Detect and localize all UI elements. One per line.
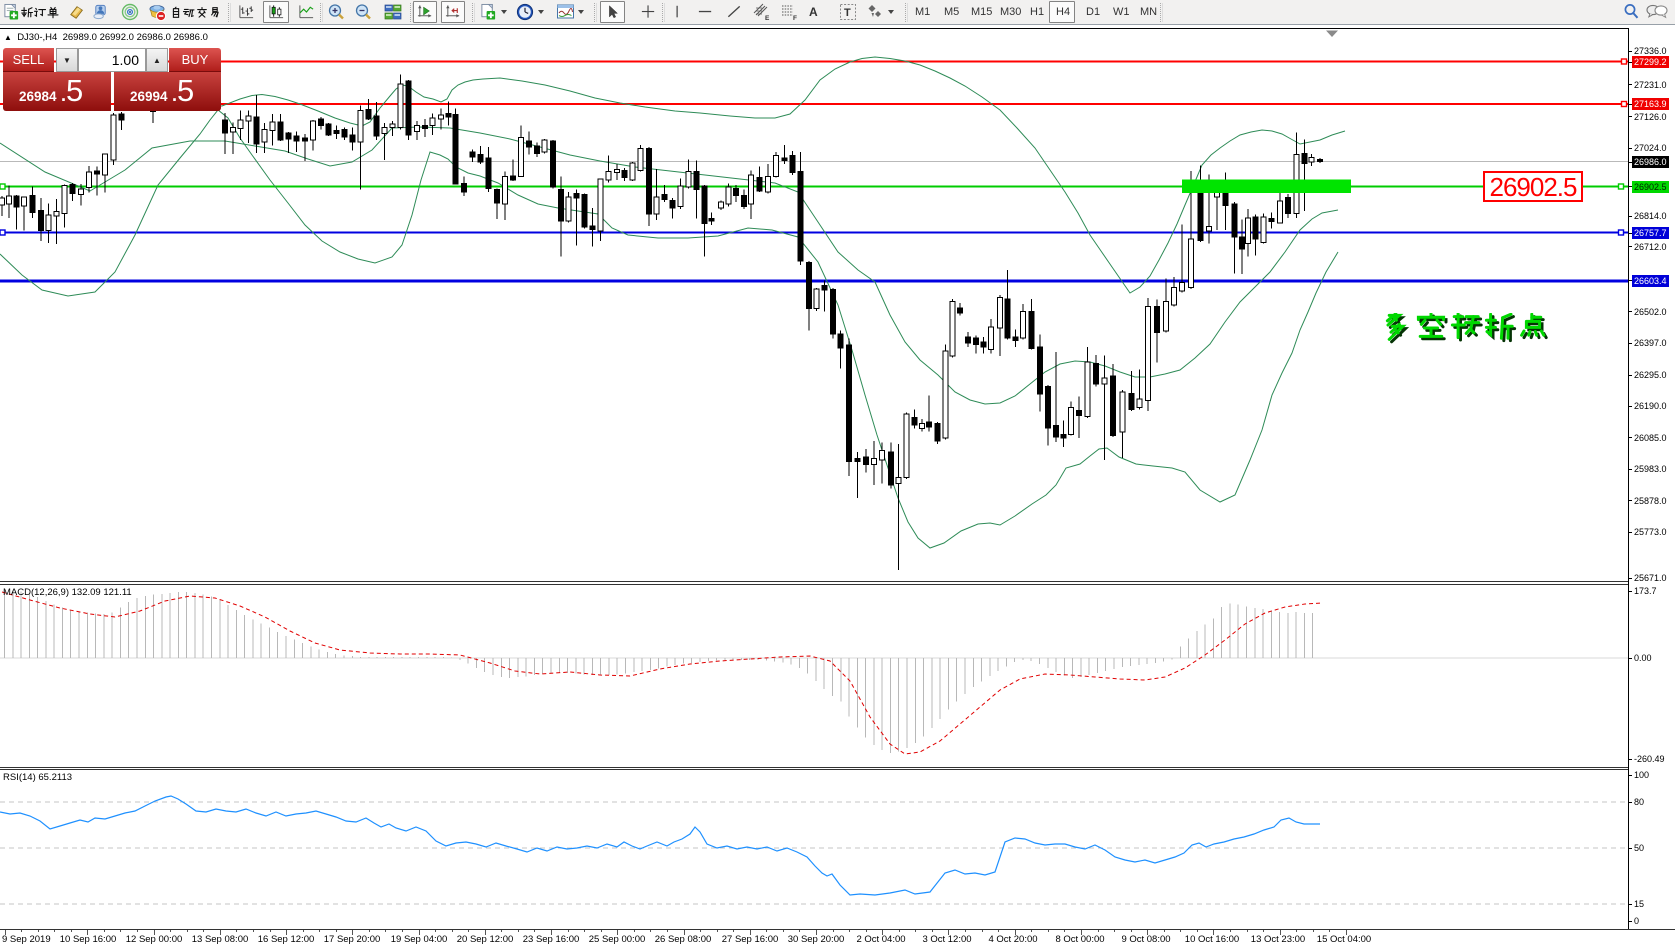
svg-text:E: E xyxy=(765,15,770,21)
svg-text:T: T xyxy=(844,7,851,19)
svg-text:F: F xyxy=(793,15,797,21)
